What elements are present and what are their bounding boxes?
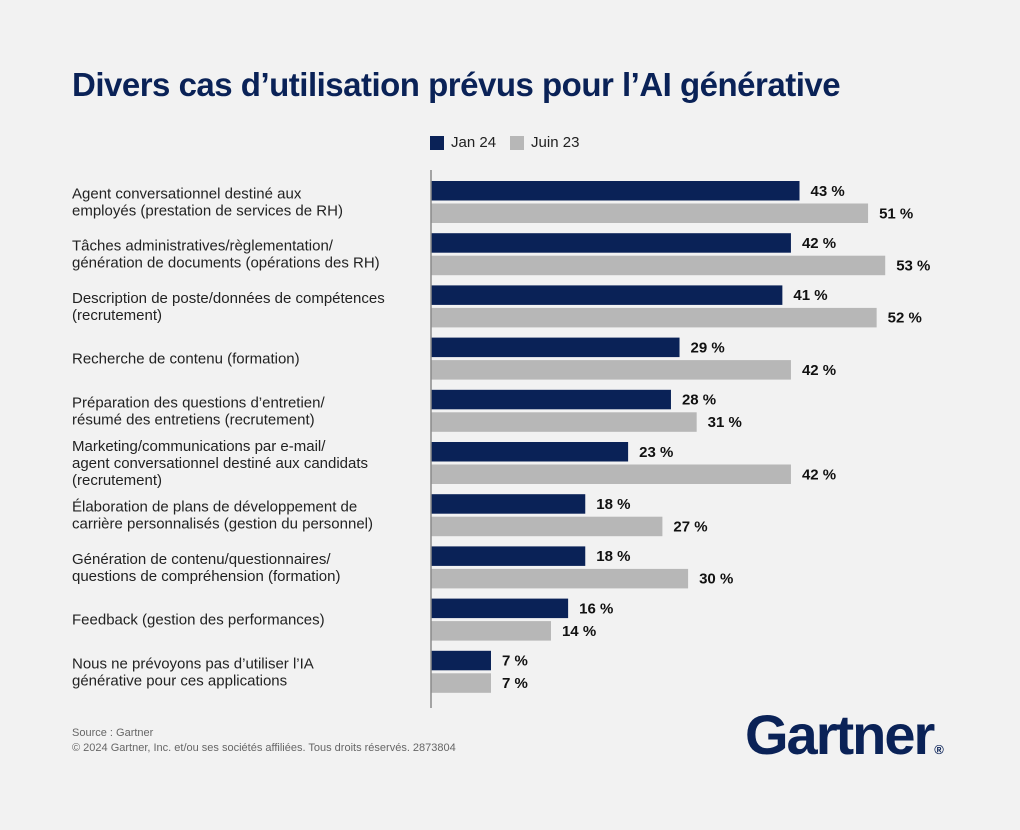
bar-jan24	[431, 650, 491, 671]
category-label: agent conversationnel destiné aux candid…	[72, 455, 368, 472]
legend-item-jan24: Jan 24	[430, 134, 496, 151]
category-label: Feedback (gestion des performances)	[72, 612, 325, 629]
value-label: 42 %	[802, 466, 836, 483]
bar-jun23	[431, 464, 791, 484]
logo-text: Gartner	[745, 703, 935, 766]
value-label: 31 %	[708, 414, 742, 431]
category-label: génération de documents (opérations des …	[72, 255, 380, 272]
category-label: Agent conversationnel destiné aux	[72, 186, 302, 203]
source-line: Source : Gartner	[72, 727, 154, 739]
value-label: 7 %	[502, 675, 528, 692]
chart-title: Divers cas d’utilisation prévus pour l’A…	[72, 66, 841, 103]
category-label: générative pour ces applications	[72, 672, 287, 689]
category-label: Marketing/communications par e-mail/	[72, 438, 326, 455]
category-label: Préparation des questions d’entretien/	[72, 394, 325, 411]
bar-jun23	[431, 621, 551, 641]
value-label: 14 %	[562, 623, 596, 640]
bar-jan24	[431, 442, 629, 462]
bar-jun23	[431, 412, 697, 432]
value-label: 27 %	[673, 518, 707, 535]
value-label: 16 %	[579, 600, 613, 617]
value-label: 41 %	[793, 287, 827, 304]
category-label: (recrutement)	[72, 307, 162, 324]
value-label: 23 %	[639, 444, 673, 461]
bar-jan24	[431, 285, 783, 305]
bar-jun23	[431, 203, 869, 223]
value-label: 30 %	[699, 571, 733, 588]
value-label: 29 %	[691, 339, 725, 356]
legend-swatch-jun23	[510, 135, 525, 150]
bar-jan24	[431, 337, 680, 358]
source-note: Source : Gartner © 2024 Gartner, Inc. et…	[72, 726, 456, 756]
value-label: 43 %	[811, 183, 845, 200]
bar-jun23	[431, 568, 689, 589]
gartner-logo: Gartner®	[745, 702, 944, 767]
category-label: Élaboration de plans de développement de	[72, 499, 357, 516]
copyright-line: © 2024 Gartner, Inc. et/ou ses sociétés …	[72, 742, 456, 754]
legend-label-jan24: Jan 24	[451, 134, 497, 151]
category-label: carrière personnalisés (gestion du perso…	[72, 516, 373, 533]
legend-swatch-jan24	[430, 135, 444, 150]
registered-mark: ®	[934, 742, 944, 757]
legend: Jan 24 Juin 23	[430, 134, 579, 151]
bar-jan24	[431, 389, 671, 410]
bar-jun23	[431, 255, 886, 276]
category-label: employés (prestation de services de RH)	[72, 203, 343, 220]
category-label: Nous ne prévoyons pas d’utiliser l’IA	[72, 655, 314, 672]
category-label: questions de compréhension (formation)	[72, 568, 340, 585]
category-label: résumé des entretiens (recrutement)	[72, 411, 315, 428]
value-label: 52 %	[888, 310, 922, 327]
bar-jun23	[431, 307, 877, 328]
bar-jun23	[431, 360, 791, 380]
value-label: 18 %	[596, 548, 630, 565]
bar-jun23	[431, 516, 663, 537]
category-label: Description de poste/données de compéten…	[72, 290, 385, 307]
value-label: 7 %	[502, 653, 528, 670]
bar-jan24	[431, 546, 586, 566]
legend-label-jun23: Juin 23	[531, 134, 580, 151]
value-label: 53 %	[896, 257, 930, 274]
value-label: 42 %	[802, 235, 836, 252]
value-label: 18 %	[596, 496, 630, 513]
bar-jan24	[431, 598, 569, 619]
category-label: Génération de contenu/questionnaires/	[72, 551, 331, 568]
value-label: 51 %	[879, 205, 913, 222]
category-label: (recrutement)	[72, 472, 162, 489]
category-label: Tâches administratives/règlementation/	[72, 238, 334, 255]
legend-item-jun23: Juin 23	[510, 134, 579, 151]
bar-jan24	[431, 494, 586, 514]
value-label: 42 %	[802, 362, 836, 379]
bar-jan24	[431, 233, 791, 253]
category-label: Recherche de contenu (formation)	[72, 351, 300, 368]
bar-jun23	[431, 673, 491, 693]
value-label: 28 %	[682, 392, 716, 409]
bar-jan24	[431, 181, 800, 201]
